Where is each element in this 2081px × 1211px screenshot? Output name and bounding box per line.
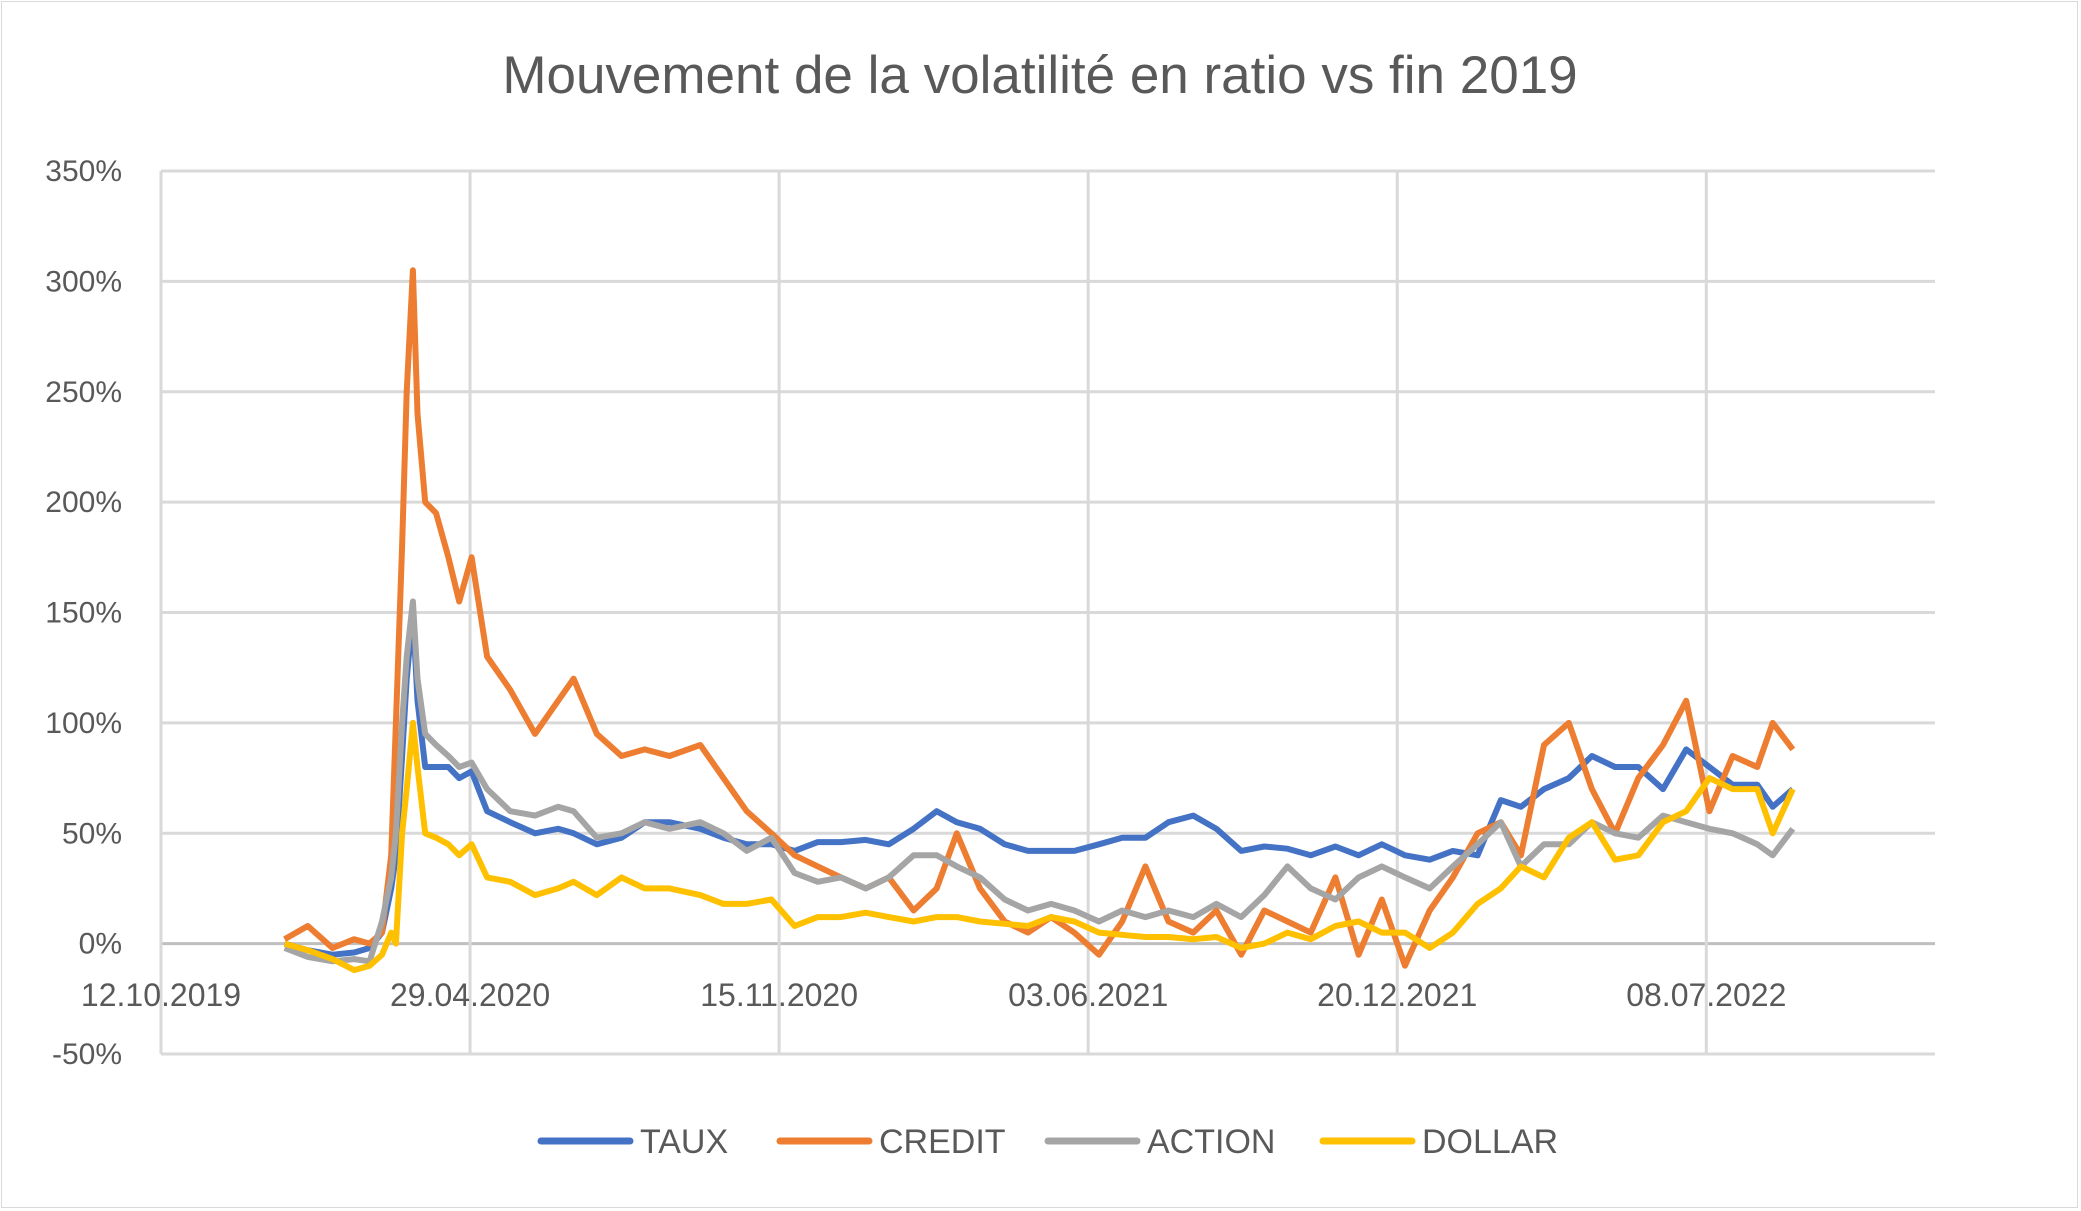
legend-label: ACTION bbox=[1147, 1123, 1275, 1161]
y-tick-label: 150% bbox=[45, 597, 122, 630]
series-line-dollar bbox=[283, 719, 1796, 974]
x-tick-label: 29.04.2020 bbox=[390, 977, 550, 1013]
y-tick-label: 0% bbox=[79, 928, 122, 961]
legend-item-credit: CREDIT bbox=[776, 1123, 1006, 1161]
series-line-action bbox=[283, 598, 1796, 965]
legend-item-dollar: DOLLAR bbox=[1319, 1123, 1558, 1161]
legend: TAUX CREDIT ACTION DOLLAR bbox=[537, 1123, 1558, 1161]
x-tick-label: 12.10.2019 bbox=[81, 977, 241, 1013]
y-tick-label: 250% bbox=[45, 376, 122, 409]
legend-item-action: ACTION bbox=[1044, 1123, 1275, 1161]
legend-label: CREDIT bbox=[879, 1123, 1006, 1161]
x-tick-labels: 12.10.2019 29.04.2020 15.11.2020 03.06.2021… bbox=[81, 977, 1786, 1013]
y-tick-label: 200% bbox=[45, 486, 122, 519]
series-line-taux bbox=[283, 609, 1795, 958]
x-tick-label: 03.06.2021 bbox=[1008, 977, 1168, 1013]
y-tick-label: -50% bbox=[52, 1038, 122, 1071]
y-tick-labels: -50% 0% 50% 100% 150% 200% 250% 300% 350% bbox=[45, 155, 122, 1071]
y-tick-label: 100% bbox=[45, 707, 122, 740]
series-line-credit bbox=[283, 267, 1796, 969]
y-tick-label: 50% bbox=[62, 817, 122, 850]
series-lines bbox=[283, 267, 1796, 974]
legend-label: DOLLAR bbox=[1422, 1123, 1558, 1161]
gridlines bbox=[159, 169, 1935, 1056]
y-tick-label: 300% bbox=[45, 265, 122, 298]
legend-item-taux: TAUX bbox=[537, 1123, 728, 1161]
legend-label: TAUX bbox=[640, 1123, 728, 1161]
x-tick-label: 15.11.2020 bbox=[700, 977, 858, 1013]
y-tick-label: 350% bbox=[45, 155, 122, 188]
chart-title: Mouvement de la volatilité en ratio vs f… bbox=[502, 46, 1577, 105]
x-tick-label: 08.07.2022 bbox=[1626, 977, 1786, 1013]
x-tick-label: 20.12.2021 bbox=[1317, 977, 1477, 1013]
